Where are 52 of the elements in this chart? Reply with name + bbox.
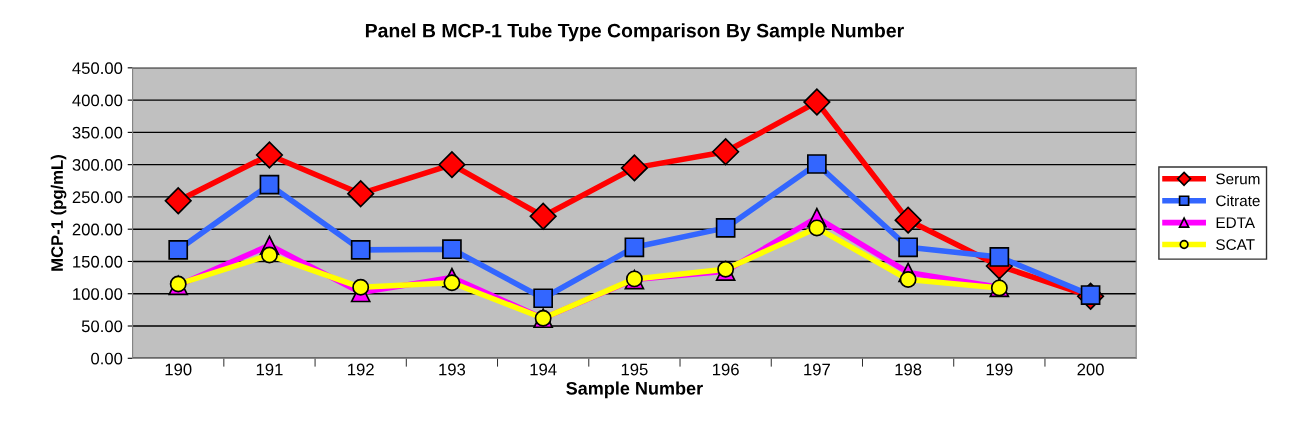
y-tick-label: 50.00 bbox=[81, 320, 123, 333]
point bbox=[168, 239, 189, 260]
x-tick-label: 190 bbox=[165, 363, 192, 376]
point bbox=[352, 278, 370, 296]
x-tick-label: 198 bbox=[895, 363, 922, 376]
point bbox=[533, 288, 554, 309]
x-tick-label: 196 bbox=[713, 363, 739, 376]
point bbox=[350, 239, 371, 260]
point bbox=[712, 138, 740, 166]
x-tick-label: 192 bbox=[348, 363, 374, 376]
point bbox=[347, 180, 375, 208]
point bbox=[715, 218, 736, 238]
legend-label: SCAT bbox=[1216, 239, 1255, 250]
x-tick-label: 200 bbox=[1077, 363, 1104, 376]
legend-label: EDTA bbox=[1216, 217, 1256, 228]
legend-label: Serum bbox=[1216, 173, 1260, 185]
x-tick-label: 191 bbox=[256, 363, 283, 376]
x-tick-label: 195 bbox=[621, 363, 648, 376]
y-tick-label: 450.00 bbox=[72, 62, 123, 75]
point bbox=[807, 154, 827, 174]
y-tick-label: 300.00 bbox=[72, 159, 123, 171]
y-tick-label: 250.00 bbox=[72, 191, 123, 204]
y-axis-title: MCP-1 (pg/mL) bbox=[50, 155, 67, 271]
point bbox=[803, 88, 831, 116]
point bbox=[808, 219, 826, 237]
point bbox=[443, 274, 461, 292]
point bbox=[894, 206, 922, 234]
point bbox=[529, 202, 557, 230]
y-tick-label: 150.00 bbox=[73, 255, 123, 268]
point bbox=[898, 237, 918, 258]
x-tick-label: 197 bbox=[804, 363, 830, 376]
x-axis-title: Sample Number bbox=[566, 381, 703, 399]
point bbox=[442, 239, 462, 260]
point bbox=[620, 154, 649, 182]
y-tick-label: 100.00 bbox=[73, 288, 123, 300]
legend-label: Citrate bbox=[1216, 195, 1260, 207]
point bbox=[255, 141, 284, 169]
point bbox=[624, 237, 645, 258]
point bbox=[438, 151, 466, 179]
point bbox=[899, 271, 917, 289]
x-tick-label: 199 bbox=[986, 363, 1013, 376]
point bbox=[259, 174, 280, 195]
point bbox=[989, 247, 1010, 267]
x-tick-label: 194 bbox=[530, 363, 557, 376]
y-tick-label: 350.00 bbox=[72, 126, 123, 139]
y-tick-label: 0.00 bbox=[91, 352, 123, 365]
point bbox=[260, 246, 278, 264]
point bbox=[164, 187, 192, 215]
chart-title: Panel B MCP-1 Tube Type Comparison By Sample Number bbox=[365, 23, 904, 42]
y-tick-label: 400.00 bbox=[72, 94, 123, 107]
x-tick-label: 193 bbox=[439, 363, 466, 376]
y-tick-label: 200.00 bbox=[72, 223, 123, 236]
